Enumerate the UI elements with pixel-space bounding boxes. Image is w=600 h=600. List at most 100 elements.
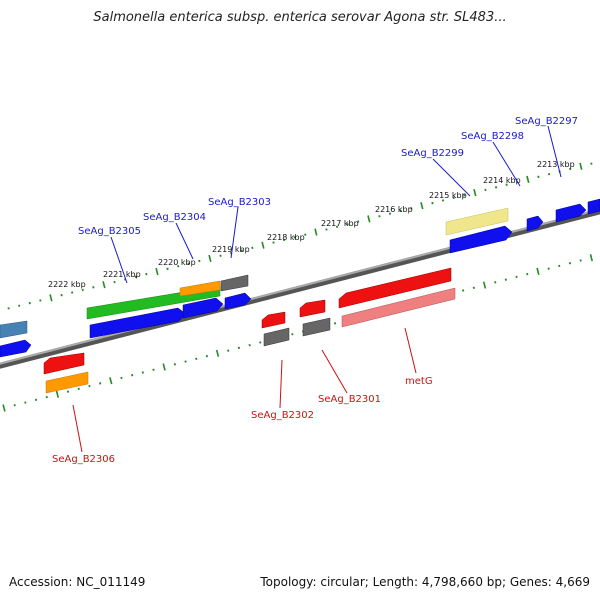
inner-ring-minor-tick [120, 376, 123, 380]
gene-label-b2303[interactable]: SeAg_B2303 [208, 197, 271, 208]
cds-feature[interactable] [0, 320, 28, 339]
cds-feature-b2299[interactable] [449, 225, 513, 254]
outer-ring-minor-tick [81, 288, 84, 292]
outer-ring-minor-tick [441, 199, 445, 202]
scale-labels: 2222 kbp 2221 kbp 2220 kbp 2219 kbp 2218… [48, 160, 575, 289]
gene-label-b2298[interactable]: SeAg_B2298 [461, 131, 524, 142]
scale-label-2218: 2218 kbp [267, 233, 305, 242]
cds-feature-b2302[interactable] [263, 327, 290, 347]
cds-feature-b2301[interactable] [302, 317, 331, 337]
gene-feature-b2306[interactable] [43, 352, 85, 375]
gene-feature-b2304[interactable] [179, 280, 221, 297]
outer-ring-minor-tick [187, 262, 190, 265]
gene-label-b2302[interactable]: SeAg_B2302 [251, 410, 314, 421]
outer-ring-major-tick [49, 294, 53, 302]
inner-ring-minor-tick [558, 264, 561, 268]
forward-strand-features[interactable] [0, 198, 600, 358]
inner-ring-major-tick [536, 267, 540, 275]
outer-tick-ring [7, 162, 593, 310]
outer-ring-minor-tick [134, 275, 137, 279]
outer-ring-minor-tick [28, 301, 31, 305]
outer-ring-minor-tick [219, 254, 222, 257]
inner-ring-major-tick [109, 377, 113, 385]
outer-ring-minor-tick [39, 299, 42, 302]
scale-label-2221: 2221 kbp [103, 270, 141, 279]
inner-ring-minor-tick [131, 373, 134, 377]
inner-ring-minor-tick [237, 346, 241, 350]
cds-feature-b2303[interactable] [224, 292, 252, 310]
gene-label-b2299[interactable]: SeAg_B2299 [401, 148, 464, 159]
cds-feature[interactable] [0, 339, 32, 358]
cds-feature-b2305[interactable] [89, 307, 187, 339]
inner-ring-minor-tick [526, 272, 529, 276]
inner-ring-minor-tick [13, 404, 16, 407]
outer-ring-minor-tick [346, 222, 349, 226]
inner-ring-minor-tick [66, 390, 70, 393]
outer-ring-minor-tick [569, 167, 572, 171]
gene-feature-b2302[interactable] [261, 311, 286, 329]
scale-label-2217: 2217 kbp [321, 219, 359, 228]
outer-ring-minor-tick [378, 215, 381, 218]
outer-ring-minor-tick [357, 220, 360, 223]
outer-ring-minor-tick [124, 278, 127, 281]
inner-ring-minor-tick [504, 278, 507, 281]
gene-label-b2305[interactable]: SeAg_B2305 [78, 226, 141, 237]
inner-ring-minor-tick [141, 371, 144, 374]
outer-ring-minor-tick [463, 193, 466, 197]
genome-stats-text: Topology: circular; Length: 4,798,660 bp… [260, 575, 590, 589]
outer-ring-minor-tick [410, 207, 413, 210]
scale-label-2216: 2216 kbp [375, 205, 413, 214]
outer-ring-major-tick [473, 189, 477, 197]
inner-ring-minor-tick [248, 343, 251, 347]
cds-feature-b2306[interactable] [45, 371, 89, 394]
inner-ring-minor-tick [173, 363, 176, 366]
outer-ring-major-tick [261, 241, 265, 249]
outer-ring-major-tick [579, 162, 583, 170]
accession-text: Accession: NC_011149 [9, 575, 146, 589]
inner-ring-minor-tick [77, 387, 80, 391]
inner-ring-minor-tick [472, 286, 475, 290]
scale-label-2219: 2219 kbp [212, 245, 250, 254]
outer-ring-minor-tick [71, 291, 74, 294]
outer-ring-minor-tick [240, 249, 243, 252]
inner-ring-major-tick [2, 404, 6, 412]
gene-label-b2304[interactable]: SeAg_B2304 [143, 212, 206, 223]
gene-feature-b2299[interactable] [445, 207, 509, 236]
inner-ring-minor-tick [291, 333, 294, 336]
gene-feature-metG[interactable] [338, 267, 452, 309]
gene-label-b2306[interactable]: SeAg_B2306 [52, 454, 115, 465]
cds-feature-b2304[interactable] [182, 297, 224, 319]
cds-feature[interactable] [587, 198, 600, 215]
inner-ring-major-tick [162, 363, 166, 371]
scale-label-2220: 2220 kbp [158, 258, 196, 267]
outer-ring-minor-tick [251, 246, 254, 250]
outer-ring-minor-tick [335, 225, 339, 229]
outer-ring-minor-tick [431, 201, 434, 205]
gene-feature-b2301[interactable] [299, 299, 326, 318]
cds-feature-b2297[interactable] [555, 203, 587, 223]
gene-feature-b2303[interactable] [220, 274, 249, 292]
cds-feature-metG[interactable] [341, 287, 456, 328]
outer-ring-minor-tick [484, 188, 487, 192]
inner-ring-minor-tick [259, 341, 262, 344]
inner-ring-minor-tick [45, 395, 48, 399]
gene-label-metG[interactable]: metG [405, 376, 433, 387]
inner-ring-minor-tick [99, 382, 102, 385]
cds-feature-b2298[interactable] [526, 215, 544, 232]
inner-ring-minor-tick [547, 267, 550, 270]
gene-label-b2301[interactable]: SeAg_B2301 [318, 394, 381, 405]
inner-ring-minor-tick [24, 401, 27, 404]
inner-ring-minor-tick [568, 261, 572, 265]
outer-ring-minor-tick [92, 286, 95, 289]
reverse-strand-features[interactable] [43, 267, 456, 394]
outer-ring-minor-tick [452, 196, 455, 200]
scale-label-2222: 2222 kbp [48, 280, 86, 289]
gene-label-b2297[interactable]: SeAg_B2297 [515, 116, 578, 127]
inner-ring-major-tick [55, 390, 60, 398]
scale-label-2213: 2213 kbp [537, 160, 575, 169]
scale-label-2214: 2214 kbp [483, 176, 521, 185]
inner-ring-minor-tick [184, 360, 187, 363]
outer-ring-minor-tick [494, 186, 498, 189]
outer-ring-minor-tick [537, 175, 540, 179]
